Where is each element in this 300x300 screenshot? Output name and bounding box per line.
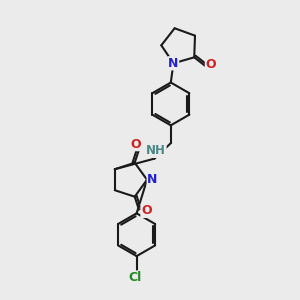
Text: N: N bbox=[168, 57, 178, 70]
Text: N: N bbox=[147, 173, 158, 186]
Text: O: O bbox=[141, 204, 152, 218]
Text: O: O bbox=[206, 58, 216, 70]
Text: O: O bbox=[130, 138, 141, 151]
Text: NH: NH bbox=[146, 144, 166, 158]
Text: Cl: Cl bbox=[128, 271, 142, 284]
